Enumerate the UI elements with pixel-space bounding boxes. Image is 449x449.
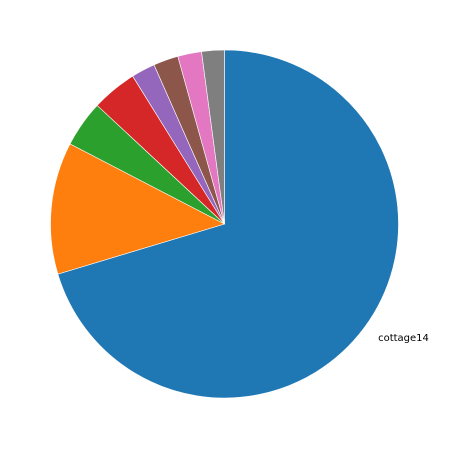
pie-slice-0 [57,49,399,399]
pie-slices [50,49,399,399]
pie-slice-7 [201,49,225,225]
pie-slice-1 [50,143,226,275]
pie-labels: cottage14 [378,333,429,344]
pie-slice-label-0: cottage14 [378,333,429,344]
